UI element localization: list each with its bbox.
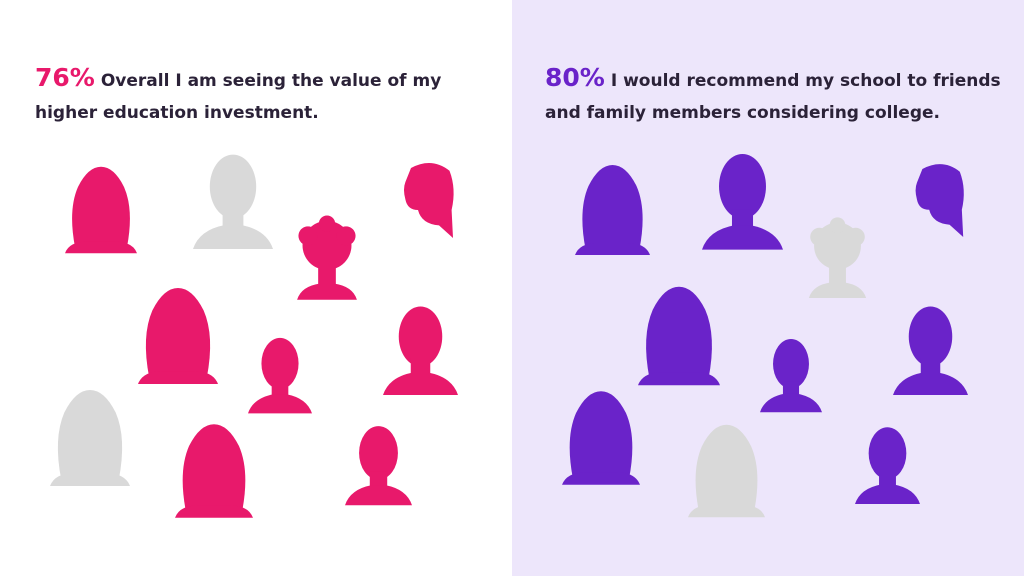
head-icon [297, 215, 357, 300]
head-icon [915, 164, 964, 237]
percent: 76% [35, 63, 95, 92]
heads [50, 154, 458, 518]
head-icon [893, 306, 968, 395]
head-icon [345, 426, 412, 506]
caption: 76% Overall I am seeing the value of my h… [35, 62, 445, 129]
head-icon [760, 339, 822, 413]
percent: 80% [545, 63, 605, 92]
head-icon [175, 424, 253, 518]
head-icon [562, 391, 640, 485]
head-icon [50, 390, 130, 486]
statement: I would recommend my school to friends a… [545, 71, 1001, 123]
caption: 80% I would recommend my school to friend… [545, 62, 1005, 129]
head-icon [688, 424, 765, 518]
head-icon [638, 286, 720, 386]
head-icon [808, 217, 867, 298]
head-icon [383, 306, 458, 395]
statement: Overall I am seeing the value of my high… [35, 71, 442, 123]
left-panel: 76% Overall I am seeing the value of my h… [35, 62, 458, 518]
head-icon [138, 288, 218, 384]
head-icon [248, 337, 312, 414]
heads [562, 154, 968, 518]
head-icon [65, 166, 137, 254]
head-icon [855, 427, 920, 504]
head-icon [404, 163, 454, 238]
head-icon [702, 154, 783, 250]
right-panel: 80% I would recommend my school to friend… [512, 0, 1024, 576]
head-icon [193, 154, 273, 249]
head-icon [575, 165, 650, 255]
